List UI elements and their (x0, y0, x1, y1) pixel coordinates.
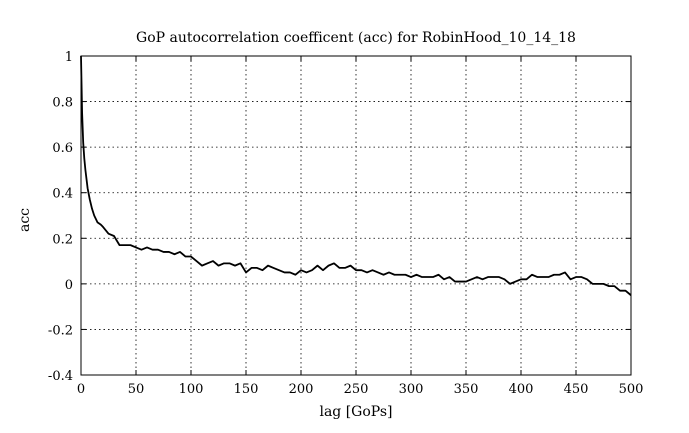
y-tick-label: 0 (65, 278, 73, 293)
x-tick-label: 200 (289, 382, 314, 397)
x-tick-label: 250 (344, 382, 369, 397)
chart-title: GoP autocorrelation coefficent (acc) for… (136, 30, 576, 46)
x-tick-label: 0 (77, 382, 85, 397)
x-tick-label: 50 (128, 382, 145, 397)
x-tick-label: 100 (179, 382, 204, 397)
x-tick-label: 400 (509, 382, 534, 397)
y-tick-label: -0.2 (48, 323, 73, 338)
x-tick-label: 450 (564, 382, 589, 397)
plot-area: 0 50 100 150 200 250 300 350 400 450 500 -0.4 -0.2 0 0… (48, 50, 643, 397)
y-tick-label: 0.4 (52, 187, 73, 202)
y-axis-label: acc (17, 208, 33, 232)
x-tick-label: 350 (454, 382, 479, 397)
x-axis-label: lag [GoPs] (319, 404, 392, 420)
y-tick-label: 0.6 (52, 141, 73, 156)
y-tick-label: 0.8 (52, 96, 73, 111)
y-tick-label: 0.2 (52, 232, 73, 247)
acc-series-line (80, 55, 632, 296)
y-tick-label: -0.4 (48, 369, 73, 384)
x-tick-label: 300 (399, 382, 424, 397)
y-tick-label: 1 (65, 50, 73, 65)
x-tick-label: 150 (234, 382, 259, 397)
x-tick-label: 500 (619, 382, 644, 397)
